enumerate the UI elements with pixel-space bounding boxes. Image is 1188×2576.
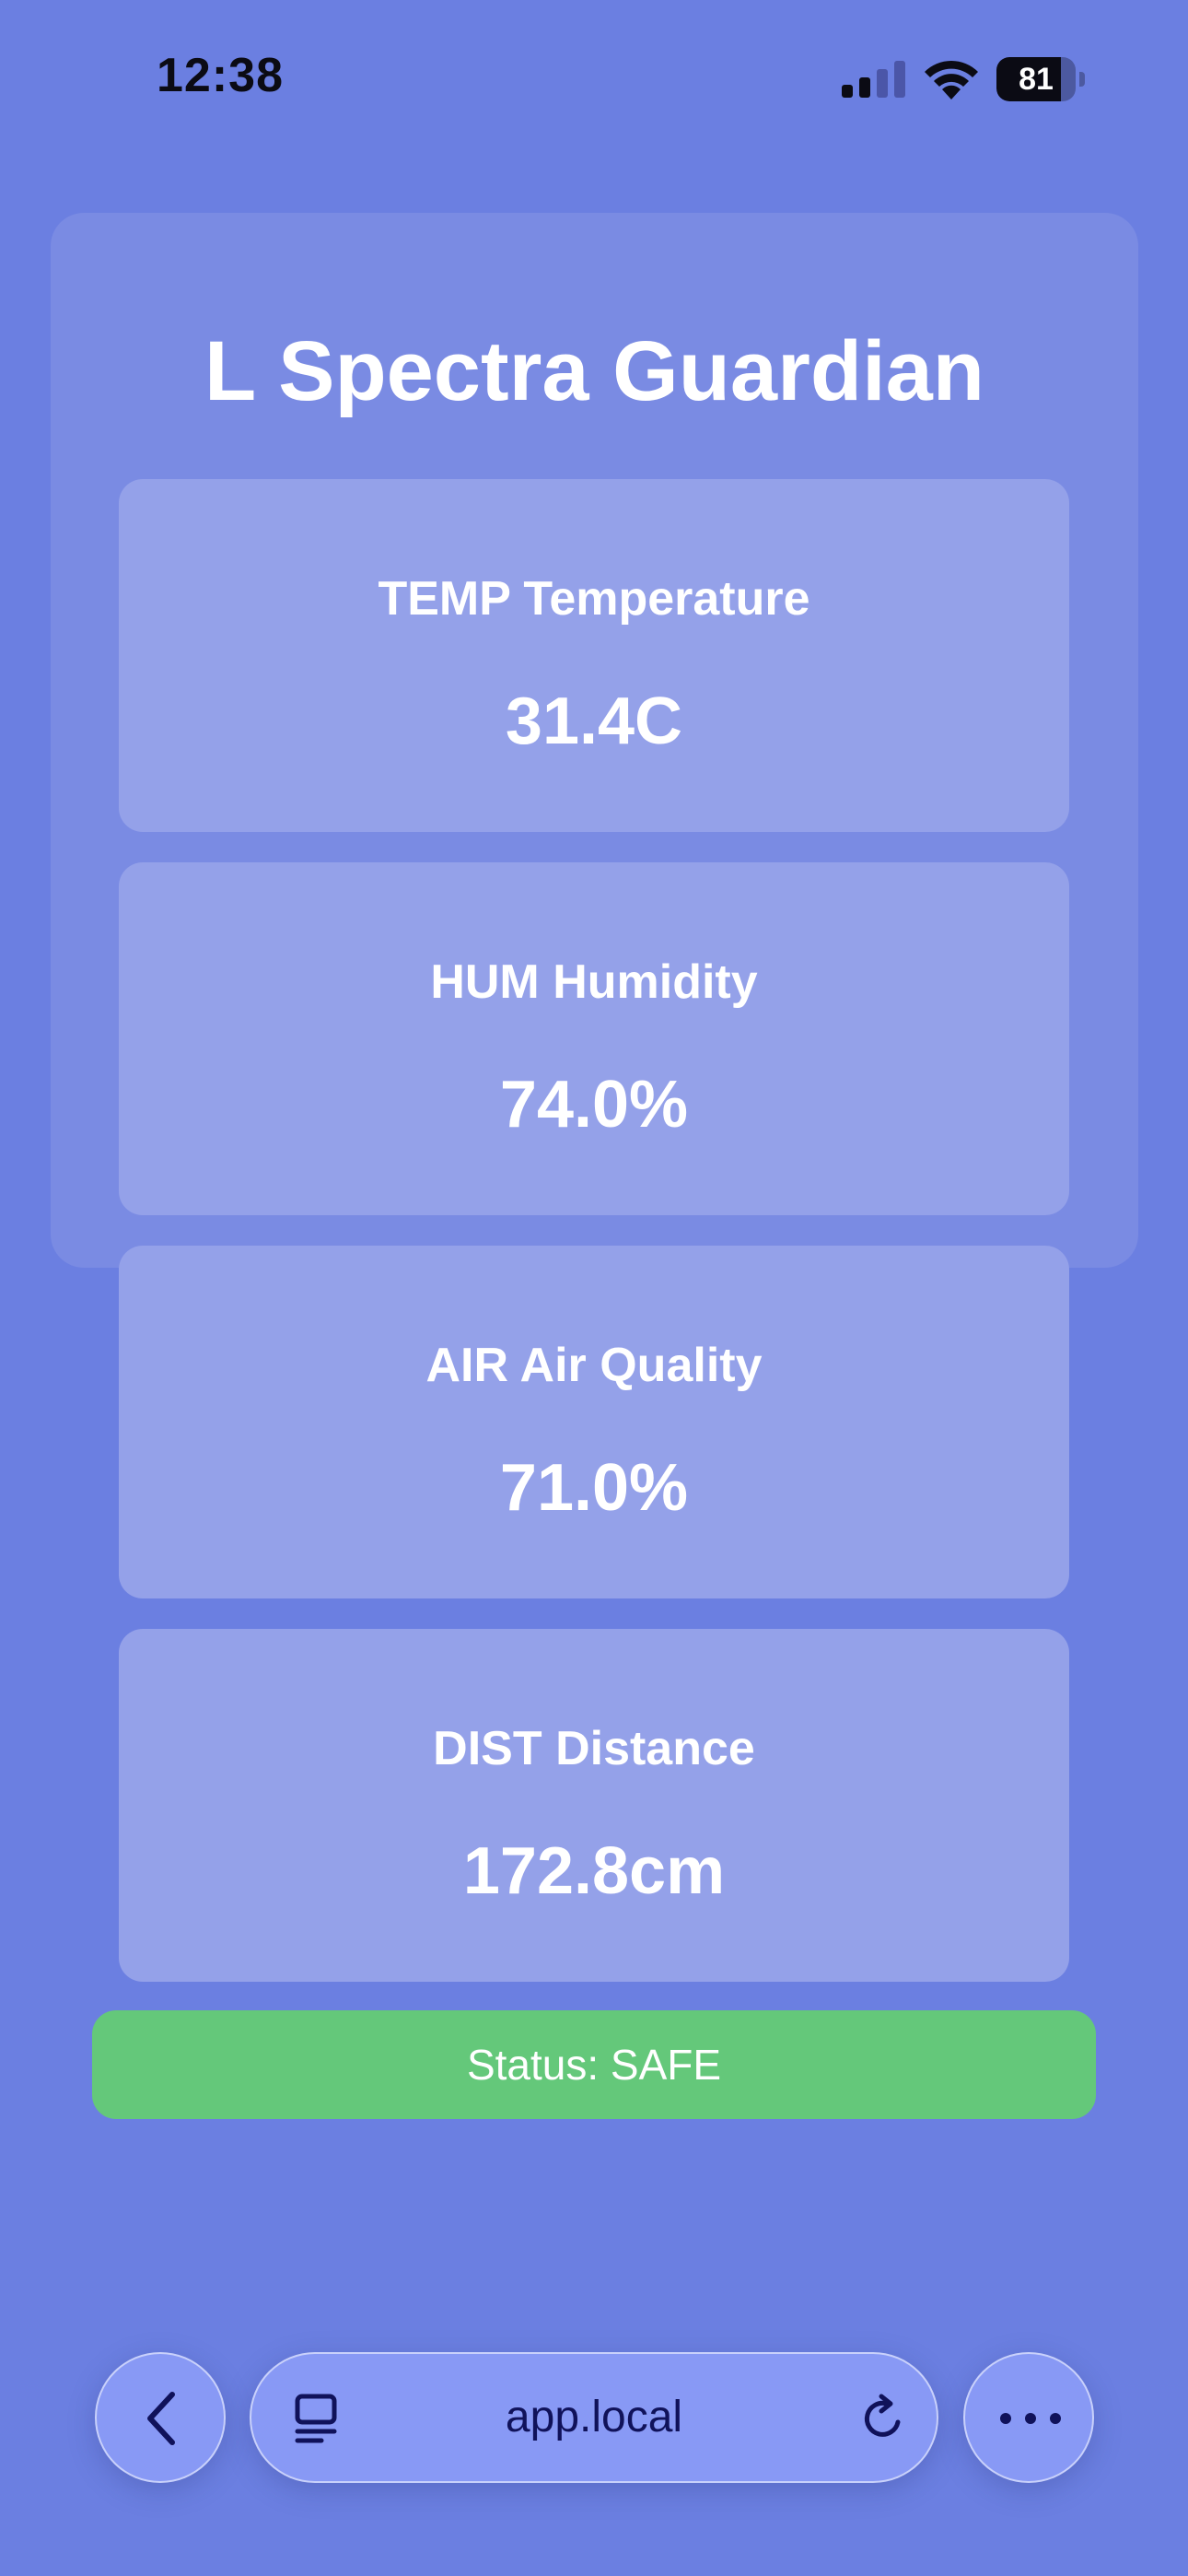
sensor-label: DIST Distance xyxy=(433,1722,755,1775)
more-button[interactable] xyxy=(963,2352,1094,2483)
battery-fill xyxy=(996,57,1061,101)
dashboard-card: L Spectra Guardian TEMP Temperature 31.4… xyxy=(51,213,1138,1982)
sensor-card-humidity: HUM Humidity 74.0% xyxy=(119,862,1069,1215)
address-bar[interactable]: app.local xyxy=(250,2352,938,2483)
sensor-value: 172.8cm xyxy=(462,1834,726,1908)
more-icon xyxy=(1000,2413,1061,2424)
sensor-value: 71.0% xyxy=(499,1451,689,1525)
tabs-icon[interactable] xyxy=(294,2393,340,2444)
back-chevron-icon xyxy=(147,2392,175,2445)
cellular-signal-icon xyxy=(842,61,905,98)
sensor-card-temperature: TEMP Temperature 31.4C xyxy=(119,479,1069,832)
sensor-label: TEMP Temperature xyxy=(378,572,810,626)
sensor-value: 31.4C xyxy=(505,685,683,758)
wifi-icon xyxy=(925,60,978,100)
page-title: L Spectra Guardian xyxy=(204,324,984,418)
battery-icon: 81 xyxy=(996,57,1085,101)
battery-level: 81 xyxy=(1019,62,1054,97)
sensor-label: AIR Air Quality xyxy=(425,1339,763,1392)
battery-cap xyxy=(1079,72,1085,87)
sensor-card-air-quality: AIR Air Quality 71.0% xyxy=(119,1246,1069,1598)
status-time: 12:38 xyxy=(157,49,284,102)
url-text[interactable]: app.local xyxy=(505,2393,683,2441)
reload-icon[interactable] xyxy=(859,2393,909,2444)
sensor-value: 74.0% xyxy=(499,1068,689,1142)
sensor-label: HUM Humidity xyxy=(430,955,758,1009)
battery-body: 81 xyxy=(996,57,1076,101)
status-bar: 12:38 81 xyxy=(0,0,1188,157)
sensor-card-distance: DIST Distance 172.8cm xyxy=(119,1629,1069,1982)
back-button[interactable] xyxy=(95,2352,226,2483)
status-badge: Status: SAFE xyxy=(92,2010,1096,2119)
